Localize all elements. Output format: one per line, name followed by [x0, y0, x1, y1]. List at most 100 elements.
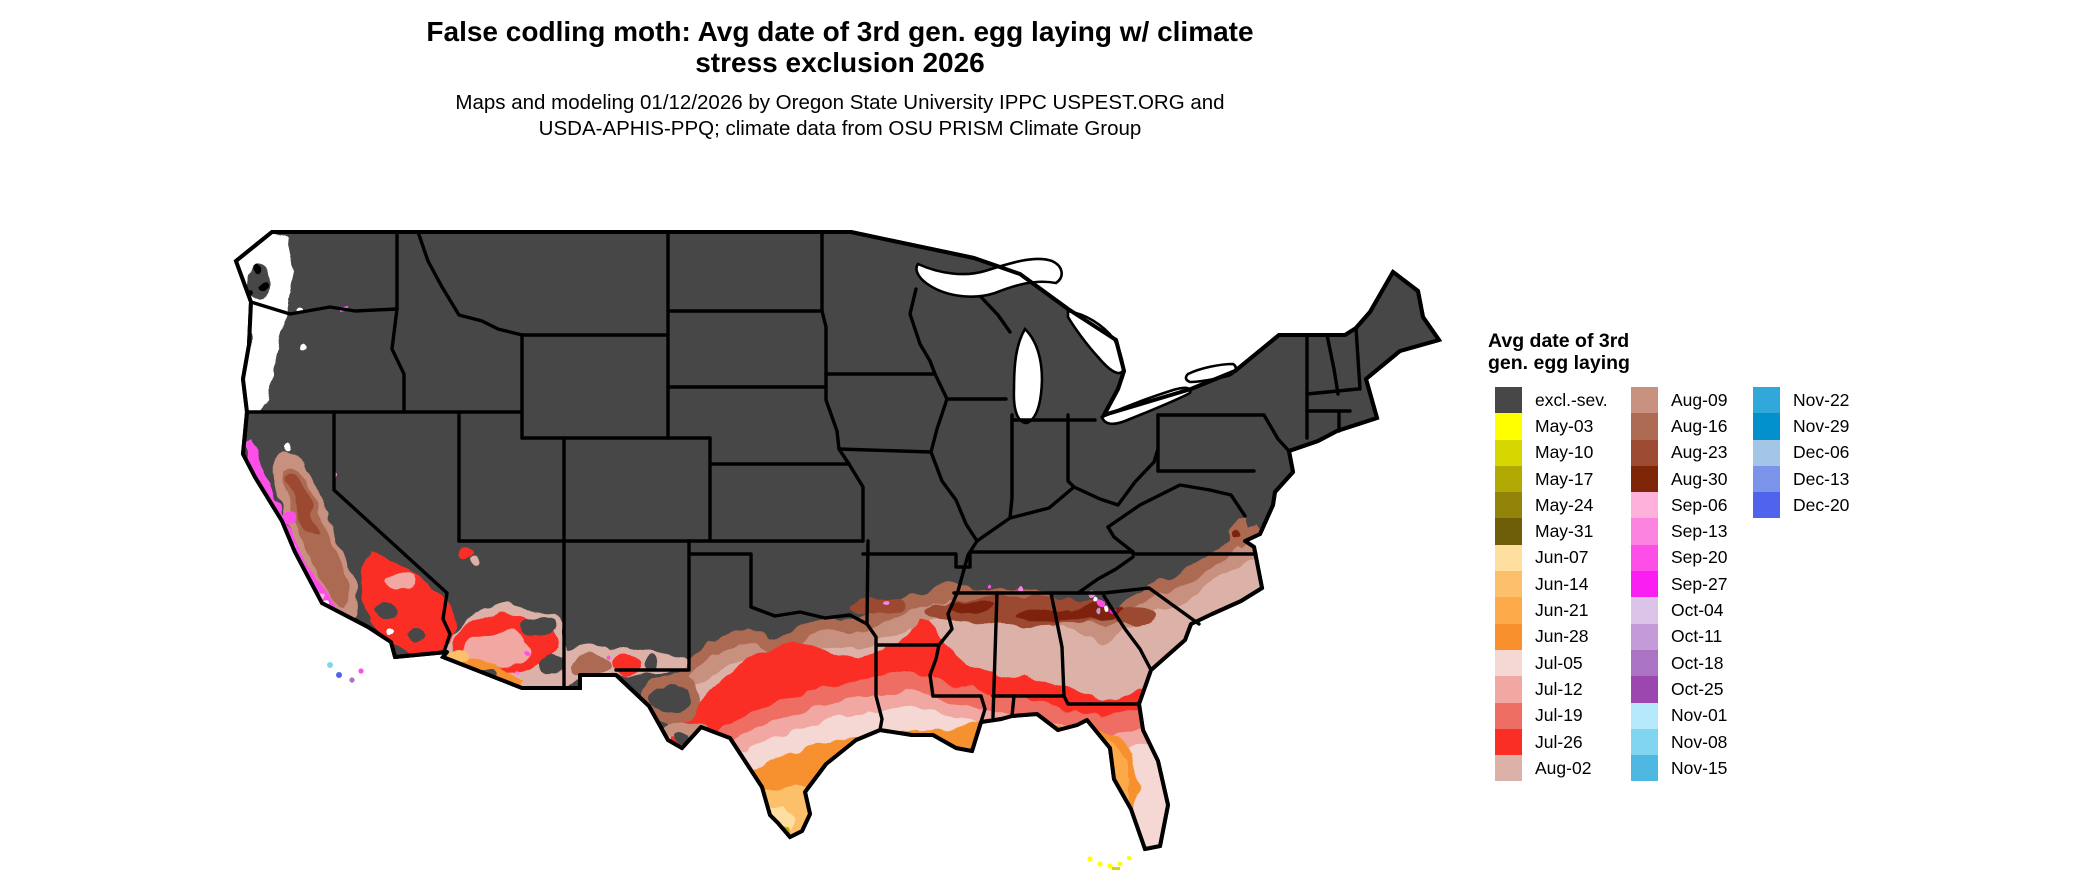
legend-swatch: [1631, 676, 1658, 703]
legend-label: Nov-22: [1793, 389, 1850, 410]
legend-label: Sep-06: [1671, 494, 1728, 515]
legend-label: Jul-19: [1535, 705, 1583, 726]
legend-entry: Jun-21: [1495, 597, 1608, 624]
legend-entry: excl.-sev.: [1495, 387, 1608, 414]
legend-entry: Nov-22: [1753, 387, 1850, 414]
legend-swatch: [1495, 649, 1522, 677]
legend-entry: Jul-12: [1495, 676, 1608, 703]
legend-swatch: [1631, 623, 1658, 650]
legend-entry: May-03: [1495, 413, 1608, 440]
legend-swatch: [1631, 465, 1658, 493]
legend-column-2: Aug-09 Aug-16 Aug-23 Aug-30 Sep-06 Sep-13 Sep-…: [1631, 387, 1728, 782]
conus-outline: [234, 230, 1441, 851]
legend-entry: Dec-13: [1753, 465, 1850, 493]
subtitle-line-2: USDA-APHIS-PPQ; climate data from OSU PR…: [538, 117, 1142, 140]
legend-entry: Jul-26: [1495, 728, 1608, 756]
legend-swatch: [1495, 439, 1522, 466]
legend-label: Sep-20: [1671, 547, 1728, 568]
page-title: False codling moth: Avg date of 3rd gen.…: [0, 16, 1680, 78]
legend-label: Aug-23: [1671, 442, 1728, 463]
legend-swatch: [1631, 702, 1658, 729]
legend-swatch: [1495, 544, 1522, 572]
legend-swatch: [1631, 439, 1658, 466]
legend-label: Jul-12: [1535, 678, 1583, 699]
legend-entry: Oct-04: [1631, 597, 1727, 624]
legend-swatch: [1753, 465, 1780, 493]
legend-swatch: [1495, 571, 1522, 598]
legend-entry: Nov-01: [1631, 702, 1727, 729]
legend-entry: Sep-27: [1631, 571, 1728, 598]
channel-islands: [327, 662, 364, 683]
legend-label: Nov-08: [1671, 731, 1728, 752]
legend-entry: Nov-29: [1753, 413, 1850, 440]
legend-swatch: [1631, 492, 1658, 519]
legend-label: May-31: [1535, 521, 1594, 542]
legend-label: Jun-07: [1535, 547, 1589, 568]
legend-entry: Dec-06: [1753, 439, 1850, 466]
legend-label: Jul-26: [1535, 731, 1583, 752]
legend-label: Jun-14: [1535, 573, 1589, 594]
legend-label: Jul-05: [1535, 652, 1583, 673]
legend-entry: Aug-09: [1631, 387, 1728, 414]
legend-entry: Sep-13: [1631, 518, 1727, 545]
legend-entry: Aug-30: [1631, 465, 1728, 493]
legend-entry: Aug-23: [1631, 439, 1728, 466]
legend-entry: May-24: [1495, 492, 1608, 519]
legend-swatch: [1631, 571, 1658, 598]
legend-label: Sep-27: [1671, 573, 1728, 594]
legend-swatch: [1753, 387, 1780, 414]
legend-label: May-10: [1535, 442, 1594, 463]
title-line-1: False codling moth: Avg date of 3rd gen.…: [426, 16, 1254, 47]
legend-swatch: [1631, 597, 1658, 624]
legend-label: Dec-13: [1793, 468, 1850, 489]
conus-map: [230, 219, 1470, 892]
legend-swatch: [1495, 492, 1522, 519]
legend-label: Nov-29: [1793, 415, 1850, 436]
legend-entry: Nov-08: [1631, 728, 1728, 756]
legend-swatch: [1495, 518, 1522, 545]
legend-swatch: [1631, 649, 1658, 677]
legend-swatch: [1495, 597, 1522, 624]
legend-label: Dec-20: [1793, 494, 1850, 515]
legend-swatch: [1631, 387, 1658, 414]
legend-label: Aug-16: [1671, 415, 1728, 436]
legend-label: Oct-11: [1671, 626, 1723, 647]
legend-title-line-2: gen. egg laying: [1488, 352, 1630, 374]
great-lakes: [915, 257, 1238, 426]
legend-swatch: [1495, 702, 1522, 729]
subtitle-line-1: Maps and modeling 01/12/2026 by Oregon S…: [455, 91, 1225, 114]
legend-entry: Aug-02: [1495, 755, 1608, 782]
legend-swatch: [1631, 728, 1658, 756]
conus-map-svg: [233, 230, 1443, 870]
legend-label: Jun-28: [1535, 626, 1589, 647]
legend-entry: May-17: [1495, 465, 1608, 493]
title-line-2: stress exclusion 2026: [695, 47, 985, 78]
legend-swatch: [1495, 413, 1522, 440]
legend-label: Oct-25: [1671, 678, 1724, 699]
legend-swatch: [1631, 413, 1658, 440]
page-subtitle: Maps and modeling 01/12/2026 by Oregon S…: [0, 90, 1680, 142]
florida-keys: [1087, 855, 1132, 870]
legend-entry: Oct-18: [1631, 649, 1727, 677]
state-borders: [245, 230, 1362, 732]
legend-entry: Jul-05: [1495, 649, 1608, 677]
legend-label: Nov-15: [1671, 757, 1728, 778]
legend-entry: Jul-19: [1495, 702, 1608, 729]
legend-label: Oct-04: [1671, 600, 1724, 621]
legend-label: Dec-06: [1793, 442, 1850, 463]
legend-label: Aug-30: [1671, 468, 1728, 489]
legend-swatch: [1495, 755, 1522, 782]
legend-swatch: [1495, 728, 1522, 756]
legend-label: Oct-18: [1671, 652, 1724, 673]
legend-entry: Jun-14: [1495, 571, 1608, 598]
legend-label: Aug-09: [1671, 389, 1728, 410]
legend-label: May-03: [1535, 415, 1594, 436]
legend-entry: Oct-25: [1631, 676, 1727, 703]
legend-entry: May-31: [1495, 518, 1608, 545]
legend-entry: Dec-20: [1753, 492, 1850, 519]
legend-label: excl.-sev.: [1535, 389, 1608, 410]
legend-entry: Jun-07: [1495, 544, 1608, 572]
legend-columns: excl.-sev. May-03 May-10 May-17 May-24 May-31…: [1488, 387, 1888, 787]
legend-swatch: [1631, 755, 1658, 782]
map-legend: Avg date of 3rd gen. egg laying excl.-se…: [1488, 330, 1888, 787]
